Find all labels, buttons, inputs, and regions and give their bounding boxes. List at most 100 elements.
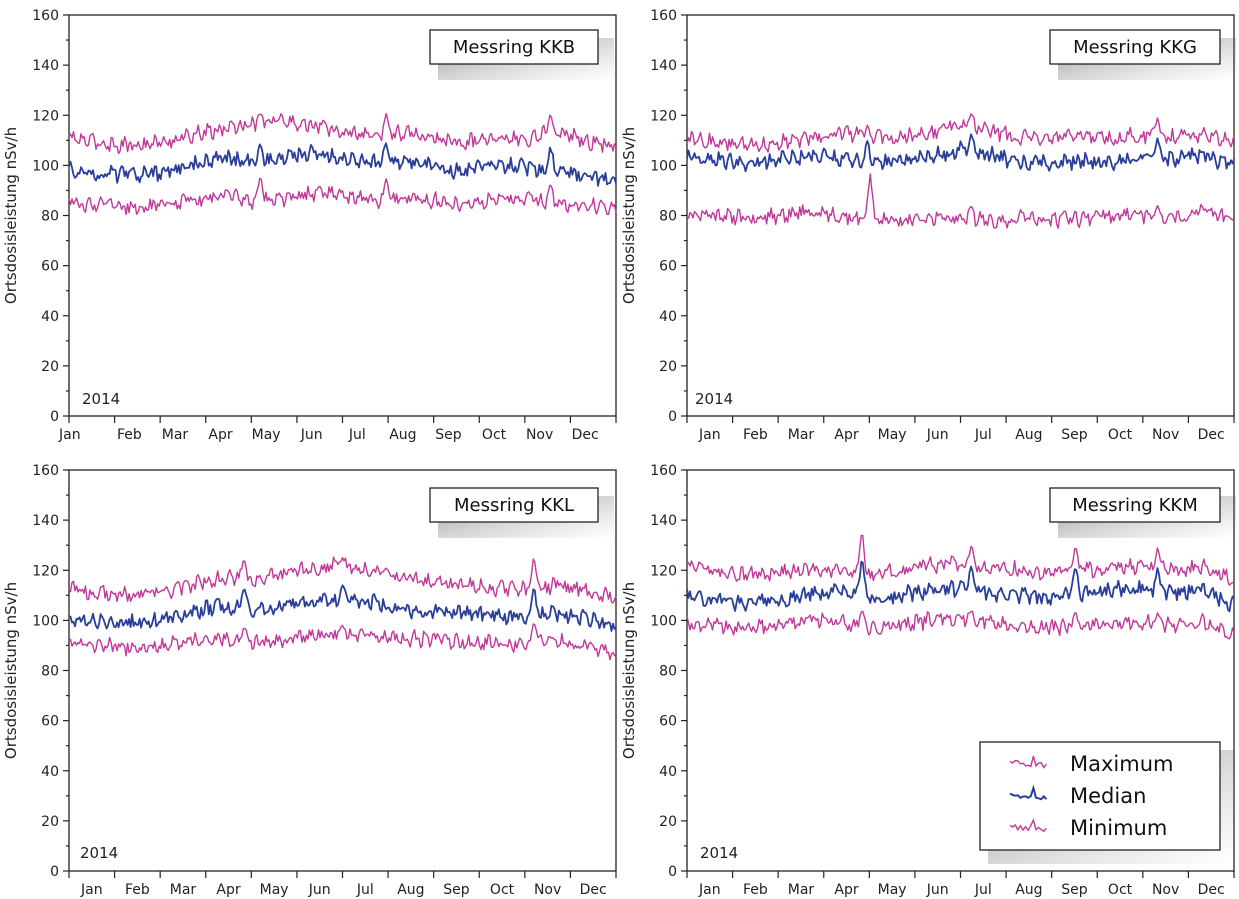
x-tick-label: Sep [1061, 427, 1088, 443]
x-tick-label: Feb [743, 882, 768, 898]
x-tick-label: Jan [80, 882, 103, 898]
year-label: 2014 [82, 390, 120, 408]
y-tick-label: 100 [32, 613, 59, 629]
x-tick-label: Nov [534, 882, 561, 898]
y-axis-label: Ortsdosisleistung nSv/h [620, 582, 638, 759]
chart-title: Messring KKB [453, 37, 575, 58]
x-tick-label: Nov [526, 427, 553, 443]
y-tick-label: 0 [668, 409, 677, 425]
x-tick-label: Sep [443, 882, 470, 898]
x-tick-label: Apr [834, 882, 858, 898]
series-line-median [686, 133, 1235, 173]
y-tick-label: 80 [41, 664, 59, 680]
title-box [1049, 487, 1221, 523]
x-tick-label: Jul [348, 427, 366, 443]
y-tick-label: 40 [659, 764, 677, 780]
y-tick-label: 100 [650, 613, 677, 629]
x-tick-label: Aug [1015, 427, 1042, 443]
y-tick-label: 20 [659, 814, 677, 830]
series-line-maximum [68, 112, 617, 155]
y-tick-label: 160 [32, 8, 59, 24]
x-tick-label: Jul [974, 882, 992, 898]
chart-panel-3: 0 20 40 60 80 100 120 140 160 Ortsdosisleistung n… [2, 463, 617, 898]
x-tick-label: Apr [834, 427, 858, 443]
legend-box [979, 741, 1221, 851]
x-tick-label: May [878, 882, 907, 898]
x-tick-label: Nov [1152, 427, 1179, 443]
y-axis-label: Ortsdosisleistung nSv/h [620, 127, 638, 304]
x-tick-label: Sep [435, 427, 462, 443]
y-tick-label: 40 [659, 309, 677, 325]
legend-label: Minimum [1070, 816, 1167, 840]
series-line-maximum [68, 556, 617, 604]
legend-label: Maximum [1070, 752, 1173, 776]
x-tick-label: Apr [216, 882, 240, 898]
x-tick-label: Mar [788, 427, 815, 443]
legend-swatch-median [1009, 784, 1048, 801]
y-tick-label: 120 [32, 563, 59, 579]
x-tick-label: Feb [117, 427, 142, 443]
x-tick-label: Jul [974, 427, 992, 443]
x-tick-label: Jul [356, 882, 374, 898]
x-tick-label: Oct [490, 882, 515, 898]
x-tick-label: Nov [1152, 882, 1179, 898]
y-tick-label: 0 [50, 864, 59, 880]
y-tick-label: 100 [32, 158, 59, 174]
y-tick-label: 20 [41, 814, 59, 830]
x-tick-label: Aug [1015, 882, 1042, 898]
x-tick-label: Dec [580, 882, 607, 898]
legend-label: Median [1070, 784, 1146, 808]
y-axis-label: Ortsdosisleistung nSv/h [2, 127, 20, 304]
series-line-median [686, 560, 1235, 613]
x-tick-label: Dec [1198, 427, 1225, 443]
x-tick-label: Oct [1108, 427, 1133, 443]
series-line-median [68, 584, 617, 632]
legend: Maximum Median Minimum [979, 741, 1234, 864]
series-line-minimum [68, 177, 617, 216]
y-tick-label: 20 [659, 359, 677, 375]
year-label: 2014 [695, 390, 733, 408]
year-label: 2014 [700, 844, 738, 862]
chart-title: Messring KKG [1073, 37, 1197, 58]
x-tick-label: Jun [926, 882, 949, 898]
y-tick-label: 60 [659, 714, 677, 730]
x-tick-label: Jan [698, 882, 721, 898]
y-tick-label: 60 [659, 259, 677, 275]
chart-panel-1: 0 20 40 60 80 100 120 140 160 Ortsdosisleistung n… [2, 8, 617, 443]
x-tick-label: Oct [1108, 882, 1133, 898]
x-tick-label: Mar [162, 427, 189, 443]
y-tick-label: 120 [650, 108, 677, 124]
series-line-maximum [686, 113, 1235, 153]
y-tick-label: 160 [32, 463, 59, 479]
x-tick-label: Feb [125, 882, 150, 898]
title-box [1049, 29, 1221, 65]
y-tick-label: 20 [41, 359, 59, 375]
y-tick-label: 60 [41, 259, 59, 275]
y-tick-label: 0 [50, 409, 59, 425]
chart-panel-2: 0 20 40 60 80 100 120 140 160 Ortsdosisleistung n… [620, 8, 1236, 443]
y-tick-label: 80 [659, 664, 677, 680]
x-tick-label: Jan [698, 427, 721, 443]
x-tick-label: Mar [788, 882, 815, 898]
y-tick-label: 60 [41, 714, 59, 730]
x-tick-label: Dec [572, 427, 599, 443]
y-tick-label: 160 [650, 463, 677, 479]
chart-panel-4: 0 20 40 60 80 100 120 140 160 Ortsdosisleistung n… [620, 463, 1236, 898]
series-line-minimum [686, 610, 1235, 640]
x-tick-label: Dec [1198, 882, 1225, 898]
x-tick-label: Jun [926, 427, 949, 443]
y-tick-label: 140 [650, 58, 677, 74]
series-line-median [68, 142, 617, 187]
x-tick-label: Jun [300, 427, 323, 443]
x-tick-label: Jan [58, 427, 81, 443]
y-tick-label: 120 [650, 563, 677, 579]
x-tick-label: Aug [389, 427, 416, 443]
chart-title: Messring KKM [1072, 495, 1197, 516]
y-tick-label: 140 [32, 58, 59, 74]
y-tick-label: 40 [41, 764, 59, 780]
y-tick-label: 80 [41, 209, 59, 225]
y-tick-label: 140 [32, 513, 59, 529]
x-tick-label: Feb [743, 427, 768, 443]
x-tick-label: Sep [1061, 882, 1088, 898]
series-line-minimum [686, 173, 1235, 229]
